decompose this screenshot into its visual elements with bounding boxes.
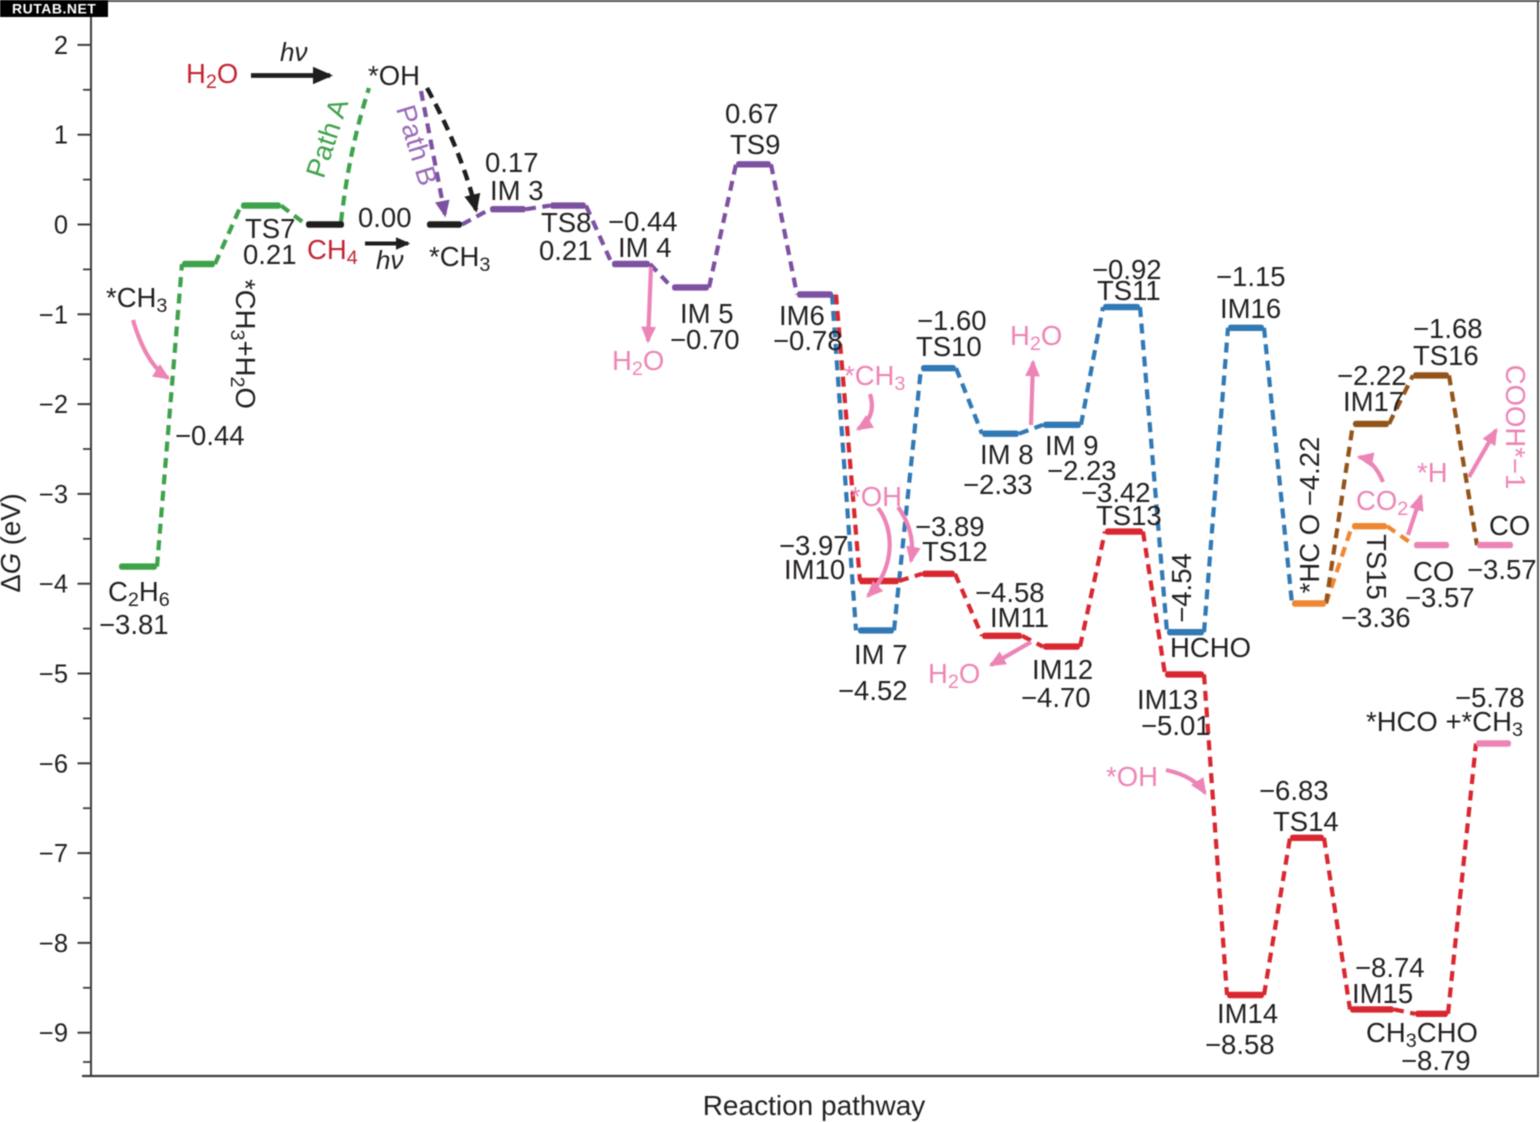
svg-text:−5.78: −5.78 <box>1455 682 1525 713</box>
svg-text:−0.70: −0.70 <box>670 324 740 355</box>
svg-text:TS13: TS13 <box>1096 500 1162 531</box>
svg-text:0: 0 <box>54 212 68 240</box>
svg-text:IM16: IM16 <box>1220 293 1281 324</box>
svg-text:TS9: TS9 <box>730 129 780 160</box>
svg-text:TS11: TS11 <box>1097 275 1161 306</box>
svg-text:−6.83: −6.83 <box>1259 775 1329 806</box>
svg-text:ΔG (eV): ΔG (eV) <box>0 493 26 592</box>
svg-text:CH3CHO: CH3CHO <box>1366 1017 1478 1052</box>
svg-text:*OH: *OH <box>1106 761 1158 792</box>
svg-text:−8.74: −8.74 <box>1355 952 1425 983</box>
svg-text:TS16: TS16 <box>1413 340 1479 371</box>
svg-text:−4: −4 <box>39 571 68 599</box>
svg-text:HCHO: HCHO <box>1170 632 1251 663</box>
svg-text:*HCO +*CH3: *HCO +*CH3 <box>1366 706 1523 741</box>
svg-text:−2.23: −2.23 <box>1047 455 1117 486</box>
svg-text:Reaction pathway: Reaction pathway <box>703 1090 926 1121</box>
svg-text:−4.58: −4.58 <box>975 577 1045 608</box>
svg-text:IM13: IM13 <box>1137 684 1198 715</box>
svg-text:−1: −1 <box>39 301 68 329</box>
svg-text:−4.54: −4.54 <box>1166 553 1197 623</box>
svg-text:−3.97: −3.97 <box>779 530 849 561</box>
svg-text:−3: −3 <box>39 481 68 509</box>
svg-text:0.21: 0.21 <box>243 239 297 270</box>
svg-text:*OH: *OH <box>368 60 420 91</box>
svg-text:−3.89: −3.89 <box>915 511 985 542</box>
svg-text:IM11: IM11 <box>990 602 1049 633</box>
svg-text:2: 2 <box>54 32 68 60</box>
svg-text:−3.57: −3.57 <box>1405 582 1475 613</box>
svg-text:IM 7: IM 7 <box>854 639 907 670</box>
svg-text:−3.81: −3.81 <box>99 609 169 640</box>
svg-text:−8.79: −8.79 <box>1401 1045 1471 1076</box>
svg-text:−9: −9 <box>39 1020 68 1048</box>
svg-text:TS8: TS8 <box>541 207 591 238</box>
svg-text:TS10: TS10 <box>916 331 982 362</box>
svg-text:hν: hν <box>376 245 403 275</box>
svg-text:−8.58: −8.58 <box>1205 1029 1275 1060</box>
svg-text:*OH: *OH <box>850 481 902 512</box>
svg-text:IM 9: IM 9 <box>1045 430 1098 461</box>
svg-text:−0.44: −0.44 <box>608 206 678 237</box>
svg-text:COOH*−1: COOH*−1 <box>1500 365 1531 490</box>
svg-text:−4.70: −4.70 <box>1021 682 1091 713</box>
svg-text:IM 4: IM 4 <box>618 232 671 263</box>
svg-text:−1.15: −1.15 <box>1216 261 1286 292</box>
svg-text:IM 3: IM 3 <box>490 175 543 206</box>
svg-text:TS15: TS15 <box>1361 534 1392 600</box>
svg-text:−3.57: −3.57 <box>1467 554 1537 585</box>
svg-text:*H: *H <box>1417 457 1448 488</box>
svg-text:−3.36: −3.36 <box>1341 602 1411 633</box>
svg-text:TS14: TS14 <box>1273 806 1339 837</box>
svg-text:IM14: IM14 <box>1217 998 1278 1029</box>
svg-text:0.00: 0.00 <box>358 202 412 233</box>
svg-text:RUTAB.NET: RUTAB.NET <box>12 1 96 17</box>
svg-text:0.67: 0.67 <box>725 98 779 129</box>
svg-text:−4.52: −4.52 <box>838 675 908 706</box>
svg-text:−1.68: −1.68 <box>1413 313 1483 344</box>
svg-text:0.17: 0.17 <box>485 147 539 178</box>
svg-text:IM17: IM17 <box>1343 386 1404 417</box>
svg-text:−7: −7 <box>39 840 68 868</box>
svg-text:TS7: TS7 <box>245 213 295 244</box>
svg-text:*HC O −4.22: *HC O −4.22 <box>1294 437 1325 594</box>
svg-text:−5.01: −5.01 <box>1141 710 1211 741</box>
svg-text:*CH3+H2O: *CH3+H2O <box>226 279 261 409</box>
svg-text:−0.92: −0.92 <box>1092 254 1162 285</box>
svg-text:−0.78: −0.78 <box>773 325 843 356</box>
svg-text:−1.60: −1.60 <box>917 305 987 336</box>
svg-text:−2.22: −2.22 <box>1337 360 1407 391</box>
svg-text:−8: −8 <box>39 930 68 958</box>
svg-text:CO: CO <box>1413 556 1454 587</box>
svg-text:−5: −5 <box>39 661 68 689</box>
svg-text:0.21: 0.21 <box>539 235 593 266</box>
svg-text:IM 8: IM 8 <box>980 439 1033 470</box>
svg-text:IM6: IM6 <box>779 300 825 331</box>
svg-text:CO: CO <box>1489 510 1530 541</box>
svg-text:−3.42: −3.42 <box>1081 477 1151 508</box>
svg-text:−2: −2 <box>39 391 68 419</box>
svg-text:IM15: IM15 <box>1352 978 1413 1009</box>
svg-text:1: 1 <box>54 122 68 150</box>
svg-text:IM10: IM10 <box>784 554 845 585</box>
svg-text:C2H6: C2H6 <box>108 576 170 611</box>
svg-text:−0.44: −0.44 <box>175 420 245 451</box>
svg-text:−6: −6 <box>39 750 68 778</box>
svg-text:hν: hν <box>280 37 307 67</box>
svg-text:TS12: TS12 <box>922 536 988 567</box>
svg-text:IM 5: IM 5 <box>680 298 733 329</box>
svg-text:−2.33: −2.33 <box>963 469 1033 500</box>
svg-text:IM12: IM12 <box>1032 654 1093 685</box>
